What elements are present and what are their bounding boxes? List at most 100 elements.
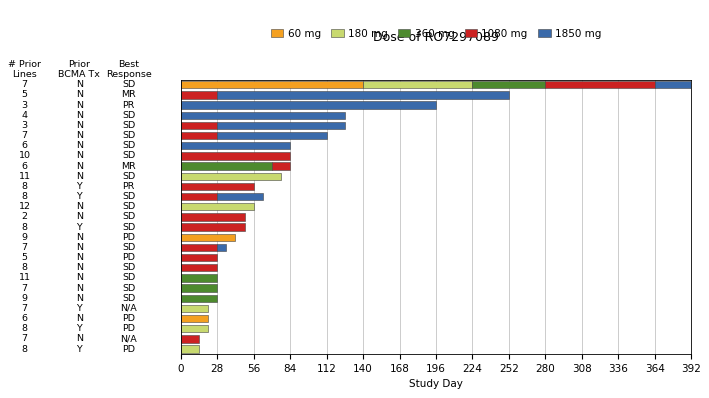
Text: SD: SD: [122, 284, 135, 293]
Text: N: N: [76, 141, 83, 150]
Text: 3: 3: [21, 121, 28, 130]
Text: 7: 7: [21, 131, 28, 140]
Text: SD: SD: [122, 263, 135, 272]
Text: SD: SD: [122, 222, 135, 232]
Text: SD: SD: [122, 294, 135, 303]
Text: SD: SD: [122, 121, 135, 130]
Text: Y: Y: [77, 304, 82, 313]
Text: 8: 8: [21, 222, 28, 232]
Text: N: N: [76, 334, 83, 343]
Text: PD: PD: [122, 233, 135, 242]
Text: PR: PR: [123, 101, 135, 109]
Bar: [217, 244, 226, 251]
Bar: [472, 81, 545, 88]
Bar: [272, 162, 290, 170]
Text: SD: SD: [122, 172, 135, 181]
Bar: [181, 305, 208, 312]
Text: N: N: [76, 233, 83, 242]
Text: 8: 8: [21, 192, 28, 201]
Text: PD: PD: [122, 314, 135, 323]
Text: SD: SD: [122, 151, 135, 160]
Text: N/A: N/A: [121, 334, 137, 343]
Text: SD: SD: [122, 111, 135, 120]
Text: 6: 6: [21, 141, 28, 150]
Text: N: N: [76, 162, 83, 171]
Text: PD: PD: [122, 324, 135, 333]
Text: N: N: [76, 253, 83, 262]
Text: 11: 11: [18, 172, 30, 181]
Legend: 60 mg, 180 mg, 360 mg, 1080 mg, 1850 mg: 60 mg, 180 mg, 360 mg, 1080 mg, 1850 mg: [267, 24, 605, 43]
Text: N: N: [76, 273, 83, 283]
Text: N: N: [76, 294, 83, 303]
Text: Y: Y: [77, 192, 82, 201]
Bar: [655, 81, 691, 88]
Text: Prior
BCMA Tx: Prior BCMA Tx: [58, 60, 100, 79]
Text: N: N: [76, 101, 83, 109]
Text: N: N: [76, 314, 83, 323]
Text: SD: SD: [122, 213, 135, 221]
Text: SD: SD: [122, 202, 135, 211]
Text: MR: MR: [121, 162, 136, 171]
Text: 8: 8: [21, 263, 28, 272]
Text: N: N: [76, 151, 83, 160]
Bar: [181, 81, 363, 88]
Text: 7: 7: [21, 284, 28, 293]
Bar: [181, 325, 208, 332]
Text: SD: SD: [122, 80, 135, 89]
Bar: [181, 101, 436, 109]
Text: N: N: [76, 243, 83, 252]
Text: 8: 8: [21, 345, 28, 354]
Text: 9: 9: [21, 233, 28, 242]
Bar: [181, 122, 217, 129]
Text: 10: 10: [18, 151, 30, 160]
Text: 9: 9: [21, 294, 28, 303]
Text: 7: 7: [21, 304, 28, 313]
Bar: [181, 264, 217, 271]
Text: 6: 6: [21, 162, 28, 171]
Bar: [181, 193, 217, 200]
Bar: [181, 345, 199, 353]
Text: 2: 2: [21, 213, 28, 221]
Text: 6: 6: [21, 314, 28, 323]
Text: N: N: [76, 213, 83, 221]
Text: SD: SD: [122, 141, 135, 150]
Bar: [181, 335, 199, 343]
Bar: [217, 91, 509, 99]
Text: N: N: [76, 172, 83, 181]
Text: 3: 3: [21, 101, 28, 109]
Bar: [217, 193, 263, 200]
Text: 4: 4: [21, 111, 28, 120]
Text: 5: 5: [21, 253, 28, 262]
Bar: [217, 132, 327, 139]
Bar: [181, 223, 245, 231]
Text: SD: SD: [122, 243, 135, 252]
Text: Y: Y: [77, 324, 82, 333]
Text: 7: 7: [21, 334, 28, 343]
Text: SD: SD: [122, 131, 135, 140]
Bar: [181, 285, 217, 292]
Text: Y: Y: [77, 222, 82, 232]
Text: Y: Y: [77, 345, 82, 354]
Bar: [181, 315, 208, 322]
Text: 8: 8: [21, 182, 28, 191]
Text: N: N: [76, 131, 83, 140]
Bar: [181, 254, 217, 261]
Bar: [363, 81, 472, 88]
Text: 5: 5: [21, 90, 28, 100]
Bar: [545, 81, 655, 88]
Bar: [181, 213, 245, 220]
Bar: [181, 173, 281, 180]
Text: N: N: [76, 111, 83, 120]
Bar: [181, 111, 345, 119]
Bar: [181, 183, 254, 190]
Bar: [217, 122, 345, 129]
Text: N: N: [76, 284, 83, 293]
Text: 7: 7: [21, 80, 28, 89]
Bar: [181, 295, 217, 302]
Bar: [181, 152, 290, 160]
Text: 12: 12: [18, 202, 30, 211]
Text: SD: SD: [122, 192, 135, 201]
Bar: [181, 142, 290, 149]
Bar: [181, 274, 217, 282]
Bar: [181, 244, 217, 251]
